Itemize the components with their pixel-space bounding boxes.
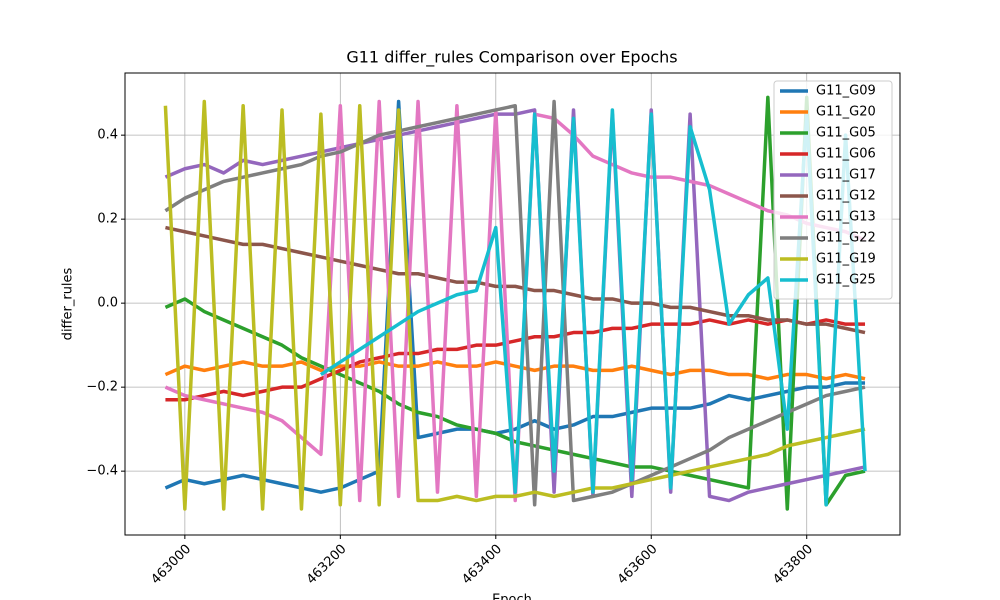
- series-line: [319, 108, 867, 507]
- series-line: [164, 99, 866, 494]
- legend-label: G11_G12: [816, 189, 876, 204]
- y-tick-label: −0.2: [86, 380, 118, 395]
- series-line: [165, 318, 866, 402]
- legend-label: G11_G22: [816, 231, 876, 246]
- plot-frame: [124, 72, 901, 536]
- legend-label: G11_G06: [816, 147, 876, 162]
- chart-title: G11 differ_rules Comparison over Epochs: [346, 48, 677, 68]
- legend-label: G11_G19: [816, 252, 876, 267]
- legend-label: G11_G25: [816, 273, 876, 288]
- legend-label: G11_G20: [816, 105, 876, 120]
- y-tick-label: −0.4: [86, 464, 118, 479]
- legend-label: G11_G09: [816, 84, 876, 99]
- legend-label: G11_G17: [816, 168, 876, 183]
- y-tick-label: 0.2: [97, 212, 118, 227]
- legend-label: G11_G13: [816, 210, 876, 225]
- y-axis-label: differ_rules: [61, 267, 76, 340]
- y-tick-label: 0.0: [97, 296, 118, 311]
- series-line: [163, 99, 866, 511]
- legend-label: G11_G05: [816, 126, 876, 141]
- series-line: [165, 225, 866, 335]
- series-line: [164, 95, 866, 511]
- legend-box: [773, 80, 893, 300]
- series-line: [164, 99, 866, 503]
- x-axis-label: Epoch: [492, 593, 532, 600]
- y-tick-label: 0.4: [97, 128, 118, 143]
- series-line: [164, 360, 866, 381]
- series-line: [164, 99, 866, 507]
